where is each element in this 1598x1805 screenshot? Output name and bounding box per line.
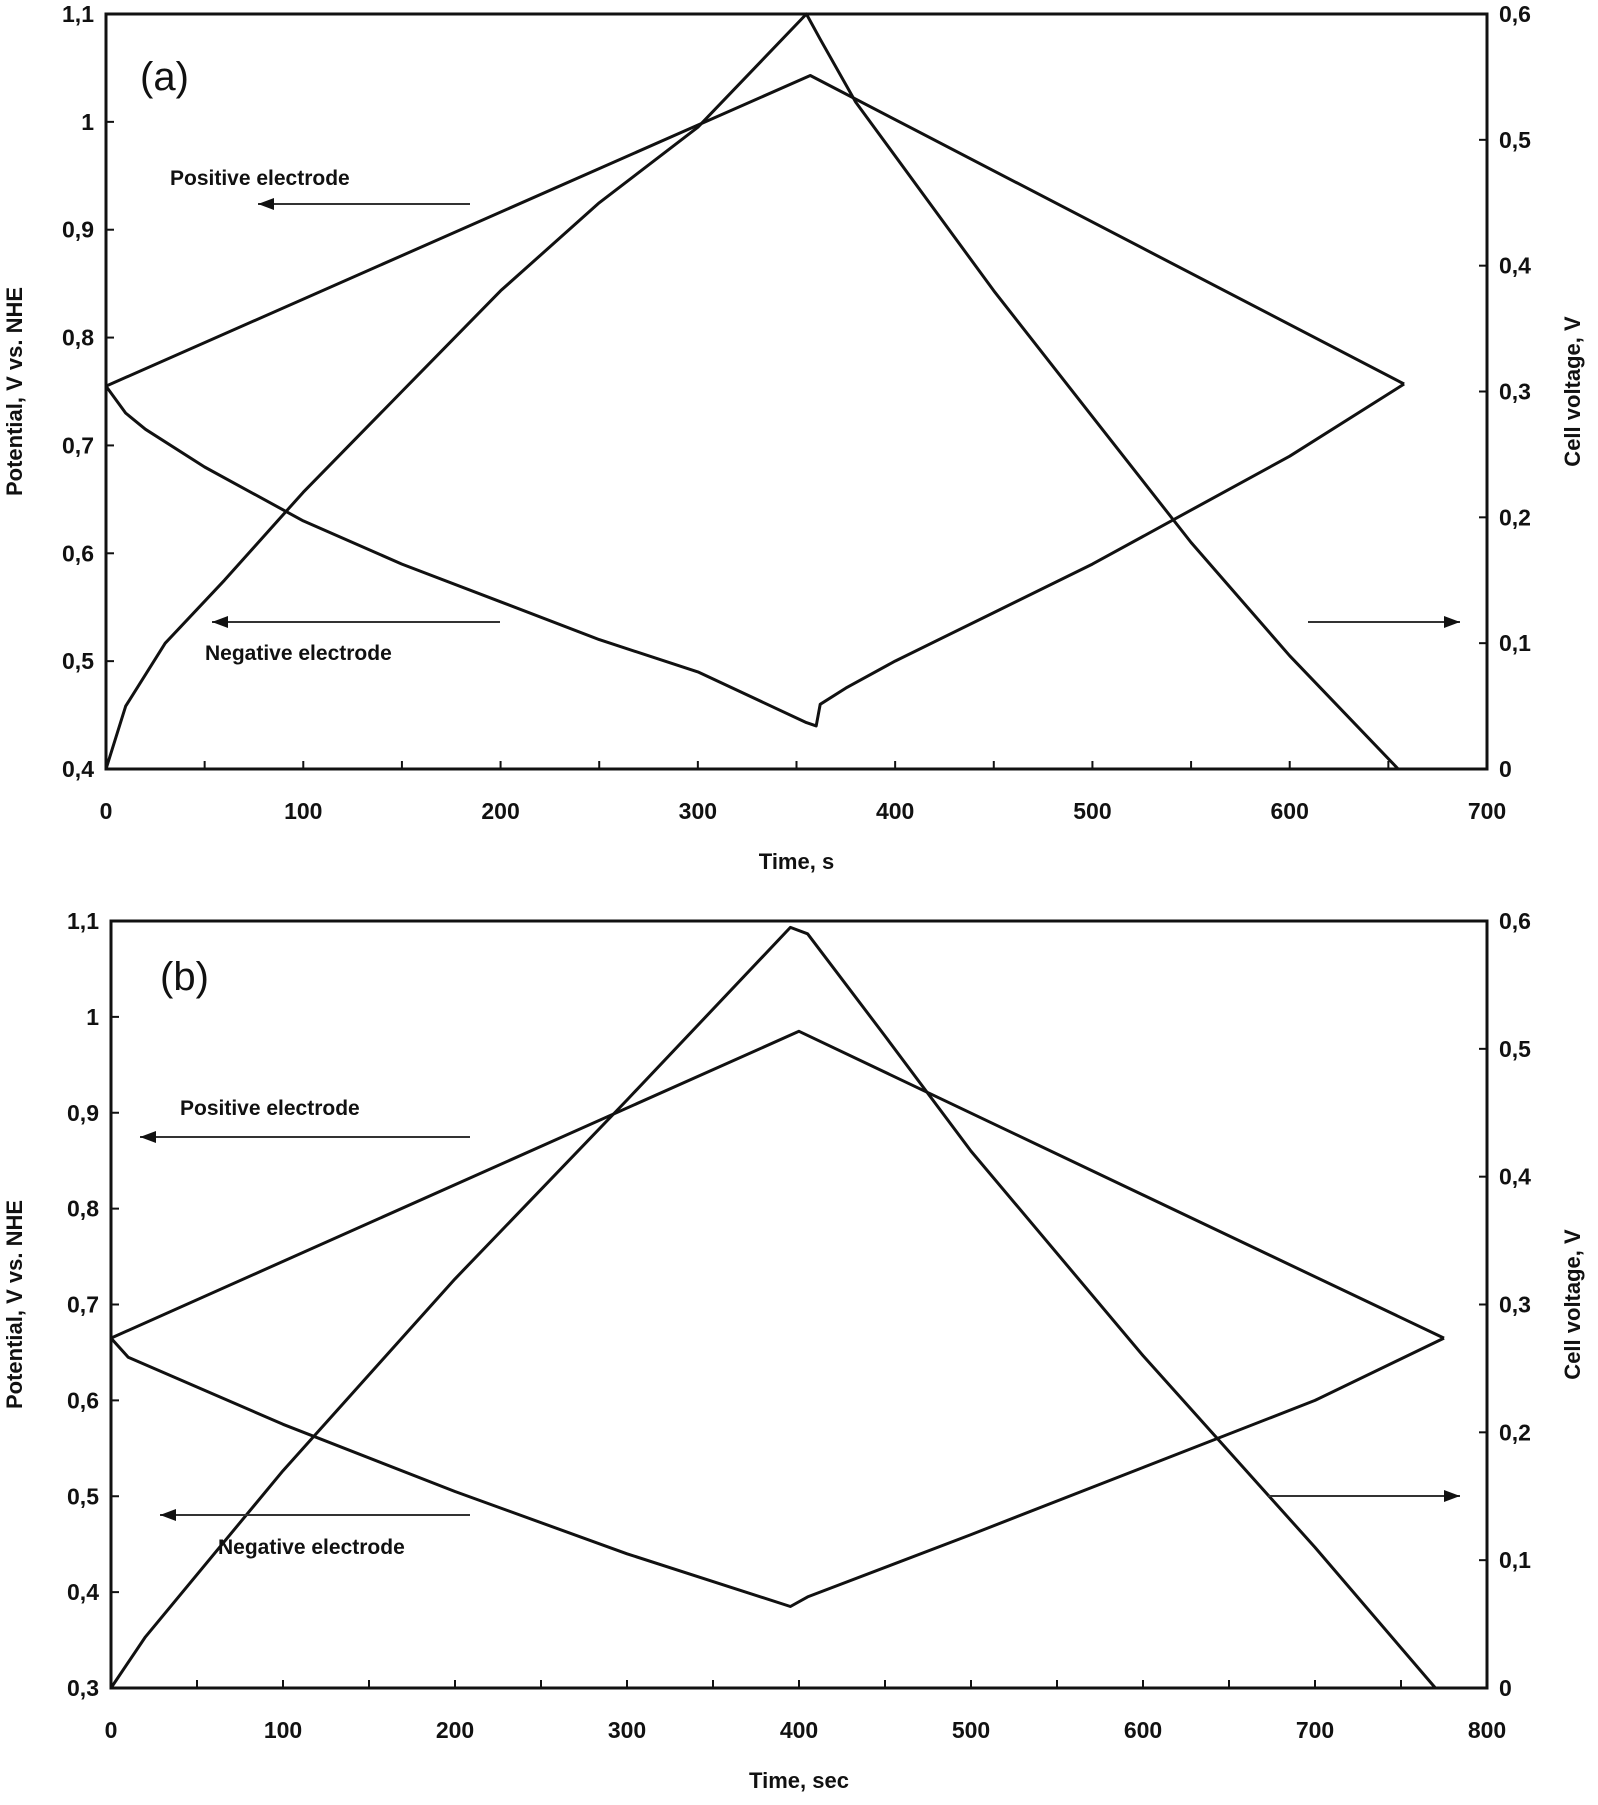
y-tick-label: 0,5 <box>62 648 94 674</box>
series-line-0 <box>105 74 1405 388</box>
panel-label: (b) <box>160 955 209 999</box>
y-tick-label: 0,9 <box>67 1100 99 1126</box>
series-line-1 <box>109 1336 1445 1608</box>
y-tick-label: 1,1 <box>62 1 94 27</box>
chart-panel-a: 0 100 200 300 400 500 600 700 0,4 0,5 0,6 0,7 0,8 0,9… <box>2 1 1585 874</box>
y-tick-label: 0,3 <box>67 1675 99 1701</box>
arrow-head-icon <box>258 198 274 210</box>
x-tick-label: 200 <box>436 1717 474 1743</box>
annotation-label: Negative electrode <box>218 1536 405 1559</box>
x-tick-label: 800 <box>1468 1717 1506 1743</box>
y-tick-label: 1 <box>81 109 94 135</box>
y-tick-label: 1,1 <box>67 908 99 934</box>
y-tick-label: 0,9 <box>62 217 94 243</box>
y-tick-label: 0,4 <box>62 756 94 782</box>
arrow-head-icon <box>160 1509 176 1521</box>
x-tick-label: 300 <box>679 798 717 824</box>
y2-axis-label: Cell voltage, V <box>1560 1229 1585 1380</box>
panel-label: (a) <box>140 55 189 99</box>
x-tick-label: 100 <box>264 1717 302 1743</box>
x-tick-label: 100 <box>284 798 322 824</box>
x-tick-label: 0 <box>100 798 113 824</box>
annotation-label: Positive electrode <box>170 167 350 190</box>
y2-axis-label: Cell voltage, V <box>1560 316 1585 467</box>
chart-panel-b: 0 100 200 300 400 500 600 700 800 0,3 0,4 0,5 0,6 0,7… <box>2 908 1585 1793</box>
x-tick-label: 700 <box>1468 798 1506 824</box>
arrow-head-icon <box>140 1131 156 1143</box>
series-line-1 <box>104 382 1405 728</box>
y2-tick-label: 0,1 <box>1499 630 1531 656</box>
y2-tick-label: 0 <box>1499 1675 1512 1701</box>
y2-tick-label: 0,5 <box>1499 1036 1531 1062</box>
y-tick-label: 0,7 <box>62 432 94 458</box>
y2-tick-label: 0,1 <box>1499 1547 1531 1573</box>
x-tick-label: 600 <box>1124 1717 1162 1743</box>
y2-tick-label: 0,6 <box>1499 908 1531 934</box>
y2-tick-label: 0,2 <box>1499 1419 1531 1445</box>
y-tick-label: 1 <box>86 1004 99 1030</box>
y-tick-label: 0,4 <box>67 1579 99 1605</box>
arrow-head-icon <box>212 616 228 628</box>
x-axis-label: Time, sec <box>749 1768 849 1793</box>
y2-tick-label: 0,3 <box>1499 379 1531 405</box>
y2-tick-label: 0,4 <box>1499 253 1531 279</box>
y-tick-label: 0,8 <box>62 325 94 351</box>
y2-tick-label: 0,3 <box>1499 1292 1531 1318</box>
y2-tick-label: 0,5 <box>1499 127 1531 153</box>
x-tick-label: 200 <box>481 798 519 824</box>
y-tick-label: 0,5 <box>67 1483 99 1509</box>
y-axis-label: Potential, V vs. NHE <box>2 1200 27 1409</box>
x-tick-label: 0 <box>105 1717 118 1743</box>
y-tick-label: 0,6 <box>62 540 94 566</box>
y2-tick-label: 0,2 <box>1499 504 1531 530</box>
x-tick-label: 700 <box>1296 1717 1334 1743</box>
annotation-label: Positive electrode <box>180 1097 360 1120</box>
annotation-label: Negative electrode <box>205 642 392 665</box>
y-axis-label: Potential, V vs. NHE <box>2 287 27 496</box>
series-line-0 <box>110 1029 1445 1340</box>
x-tick-label: 400 <box>780 1717 818 1743</box>
x-tick-label: 500 <box>1073 798 1111 824</box>
x-axis-label: Time, s <box>759 849 834 874</box>
arrow-head-icon <box>1444 1490 1460 1502</box>
x-tick-label: 600 <box>1271 798 1309 824</box>
x-tick-label: 400 <box>876 798 914 824</box>
y2-tick-label: 0 <box>1499 756 1512 782</box>
x-tick-label: 500 <box>952 1717 990 1743</box>
x-tick-label: 300 <box>608 1717 646 1743</box>
y-tick-label: 0,8 <box>67 1196 99 1222</box>
arrow-head-icon <box>1444 616 1460 628</box>
y-tick-label: 0,7 <box>67 1292 99 1318</box>
y2-tick-label: 0,4 <box>1499 1164 1531 1190</box>
y2-tick-label: 0,6 <box>1499 1 1531 27</box>
y-tick-label: 0,6 <box>67 1387 99 1413</box>
plot-frame <box>109 919 1489 1690</box>
series-line-2 <box>104 12 1400 771</box>
series-line-2 <box>109 925 1437 1689</box>
